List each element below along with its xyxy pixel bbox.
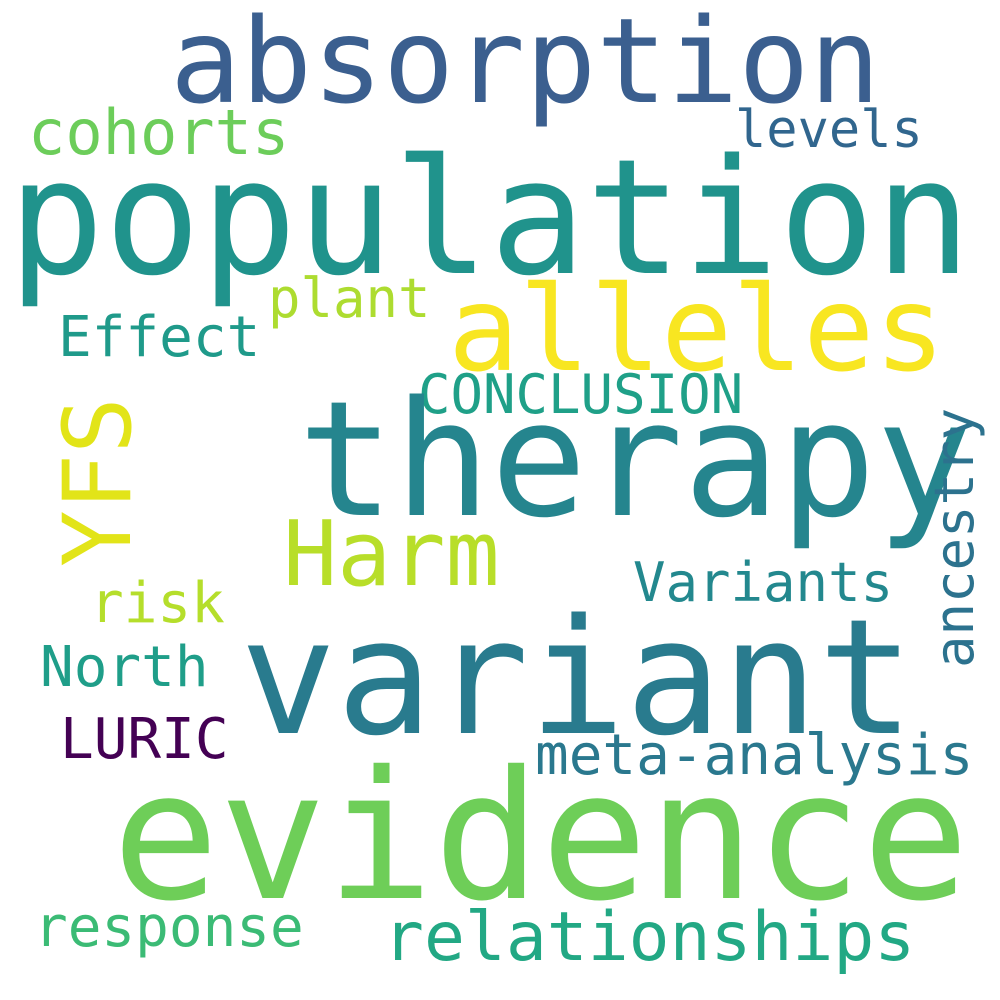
word-north: North [40, 635, 209, 700]
word-conclusion: CONCLUSION [418, 363, 744, 426]
word-alleles: alleles [448, 260, 946, 398]
word-population: population [8, 124, 972, 311]
word-plant: plant [268, 267, 431, 330]
word-harm: Harm [283, 502, 500, 607]
word-therapy: therapy [298, 366, 973, 553]
word-meta-analysis: meta-analysis [535, 723, 974, 788]
word-cohorts: cohorts [28, 96, 290, 169]
word-variant: variant [240, 584, 915, 771]
word-response: response [34, 895, 304, 960]
word-variants: Variants [633, 551, 894, 614]
word-levels: levels [735, 100, 923, 160]
word-relationships: relationships [383, 898, 916, 977]
word-absorption: absorption [170, 0, 881, 130]
word-ancestry: ancestry [923, 407, 986, 668]
word-effect: Effect [58, 305, 261, 370]
word-evidence: evidence [112, 733, 970, 940]
word-luric: LURIC [60, 707, 229, 772]
word-risk: risk [90, 571, 225, 636]
word-yfs: YFS [44, 397, 153, 567]
